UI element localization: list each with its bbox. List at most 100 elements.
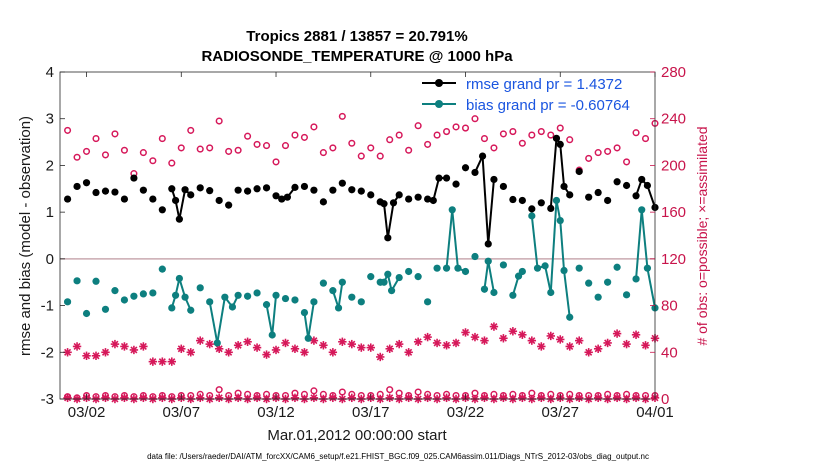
obs-assimilated-point [385,393,394,403]
obs-assimilated-point [556,335,565,344]
bias-segment [483,261,490,290]
bias-point [304,334,312,342]
bias-point [442,264,451,272]
bias-point [461,267,470,276]
rmse-point [171,196,180,205]
obs-possible-point [120,146,128,154]
obs-possible-point [461,124,470,132]
asterisk-stroke [575,394,583,402]
plot-frame [59,71,656,400]
bias-segment [487,261,495,293]
asterisk-stroke [158,358,166,366]
obs-assimilated-point [603,338,612,348]
y-tick-label: 1 [46,204,54,221]
asterisk-stroke [187,348,195,356]
rmse-point [442,174,451,182]
obs-assimilated-point [205,339,214,349]
obs-assimilated-point [328,348,338,357]
obs-assimilated-point [233,393,243,403]
y2-tick-label: 80 [661,298,678,315]
bias-point [63,298,72,306]
y-axis-left: -3 -2 -1 0 1 2 3 4 [41,64,65,408]
y-tick-label: -3 [41,391,54,408]
obs-possible-point [149,157,157,165]
asterisk-stroke [168,358,176,366]
asterisk-stroke [196,394,204,402]
obs-assimilated-point [309,393,319,403]
asterisk-stroke [196,337,204,345]
obs-assimilated-point [357,343,366,352]
asterisk-stroke [348,340,356,348]
obs-assimilated-point [480,393,489,403]
y2-tick-label: 160 [661,204,686,221]
obs-possible-point [64,126,72,134]
y2-tick-label: 200 [661,157,686,174]
rmse-point [158,206,166,214]
asterisk-stroke [291,345,299,353]
rmse-point [528,205,536,213]
obs-assimilated-point [233,341,243,350]
asterisk-stroke [509,327,517,335]
obs-assimilated-point [91,351,101,360]
asterisk-stroke [604,339,612,347]
obs-assimilated-point [252,343,262,352]
rmse-point [638,175,646,184]
asterisk-stroke [253,344,261,352]
obs-possible-point [471,115,479,123]
bias-point [424,298,432,306]
asterisk-stroke [547,332,555,340]
obs-possible-point [338,112,346,120]
obs-assimilated-point [120,393,129,403]
bias-point [613,263,621,271]
obs-assimilated-point [224,348,233,357]
rmse-point [181,186,189,194]
y-tick-label: 0 [46,251,54,268]
asterisk-stroke [424,333,432,341]
bias-point [310,298,318,306]
obs-possible-point [518,139,526,147]
obs-assimilated-point [139,393,148,403]
rmse-point [262,184,271,192]
rmse-segment [178,189,187,220]
bias-point [471,252,479,261]
asterisk-stroke [528,337,536,345]
asterisk-stroke [386,394,394,402]
asterisk-stroke [120,394,128,402]
bias-point [181,293,189,301]
obs-assimilated-point [508,327,518,336]
asterisk-stroke [64,394,72,402]
bias-segment [208,301,219,344]
rmse-point [461,164,470,172]
asterisk-stroke [149,358,157,366]
obs-possible-point [92,135,100,143]
x-tick-label: 03/02 [68,404,106,421]
x-tick-label: 03/17 [352,404,390,421]
rmse-point [130,174,138,182]
bias-point [228,303,237,311]
bias-point [594,293,602,301]
asterisk-stroke [177,345,185,353]
asterisk-stroke [253,394,261,402]
bias-point [334,304,343,312]
asterisk-stroke [518,331,526,339]
rmse-point [367,191,375,199]
obs-possible-point [547,131,555,139]
bias-point [272,291,280,299]
data-file-footnote: data file: /Users/raeder/DAI/ATM_forcXX/… [147,452,649,461]
obs-assimilated-point [158,357,167,366]
bias-point [196,284,204,292]
x-tick-label: 03/22 [447,404,485,421]
bias-point [291,296,299,304]
obs-possible-point [405,146,413,154]
asterisk-stroke [405,394,413,402]
bias-point [168,304,176,312]
bias-point [149,289,157,297]
rmse-segment [549,138,558,209]
asterisk-stroke [575,337,583,345]
asterisk-stroke [281,339,290,347]
asterisk-stroke [291,394,299,402]
obs-assimilated-point [499,393,508,403]
obs-possible-point [641,135,650,143]
asterisk-stroke [424,394,432,402]
